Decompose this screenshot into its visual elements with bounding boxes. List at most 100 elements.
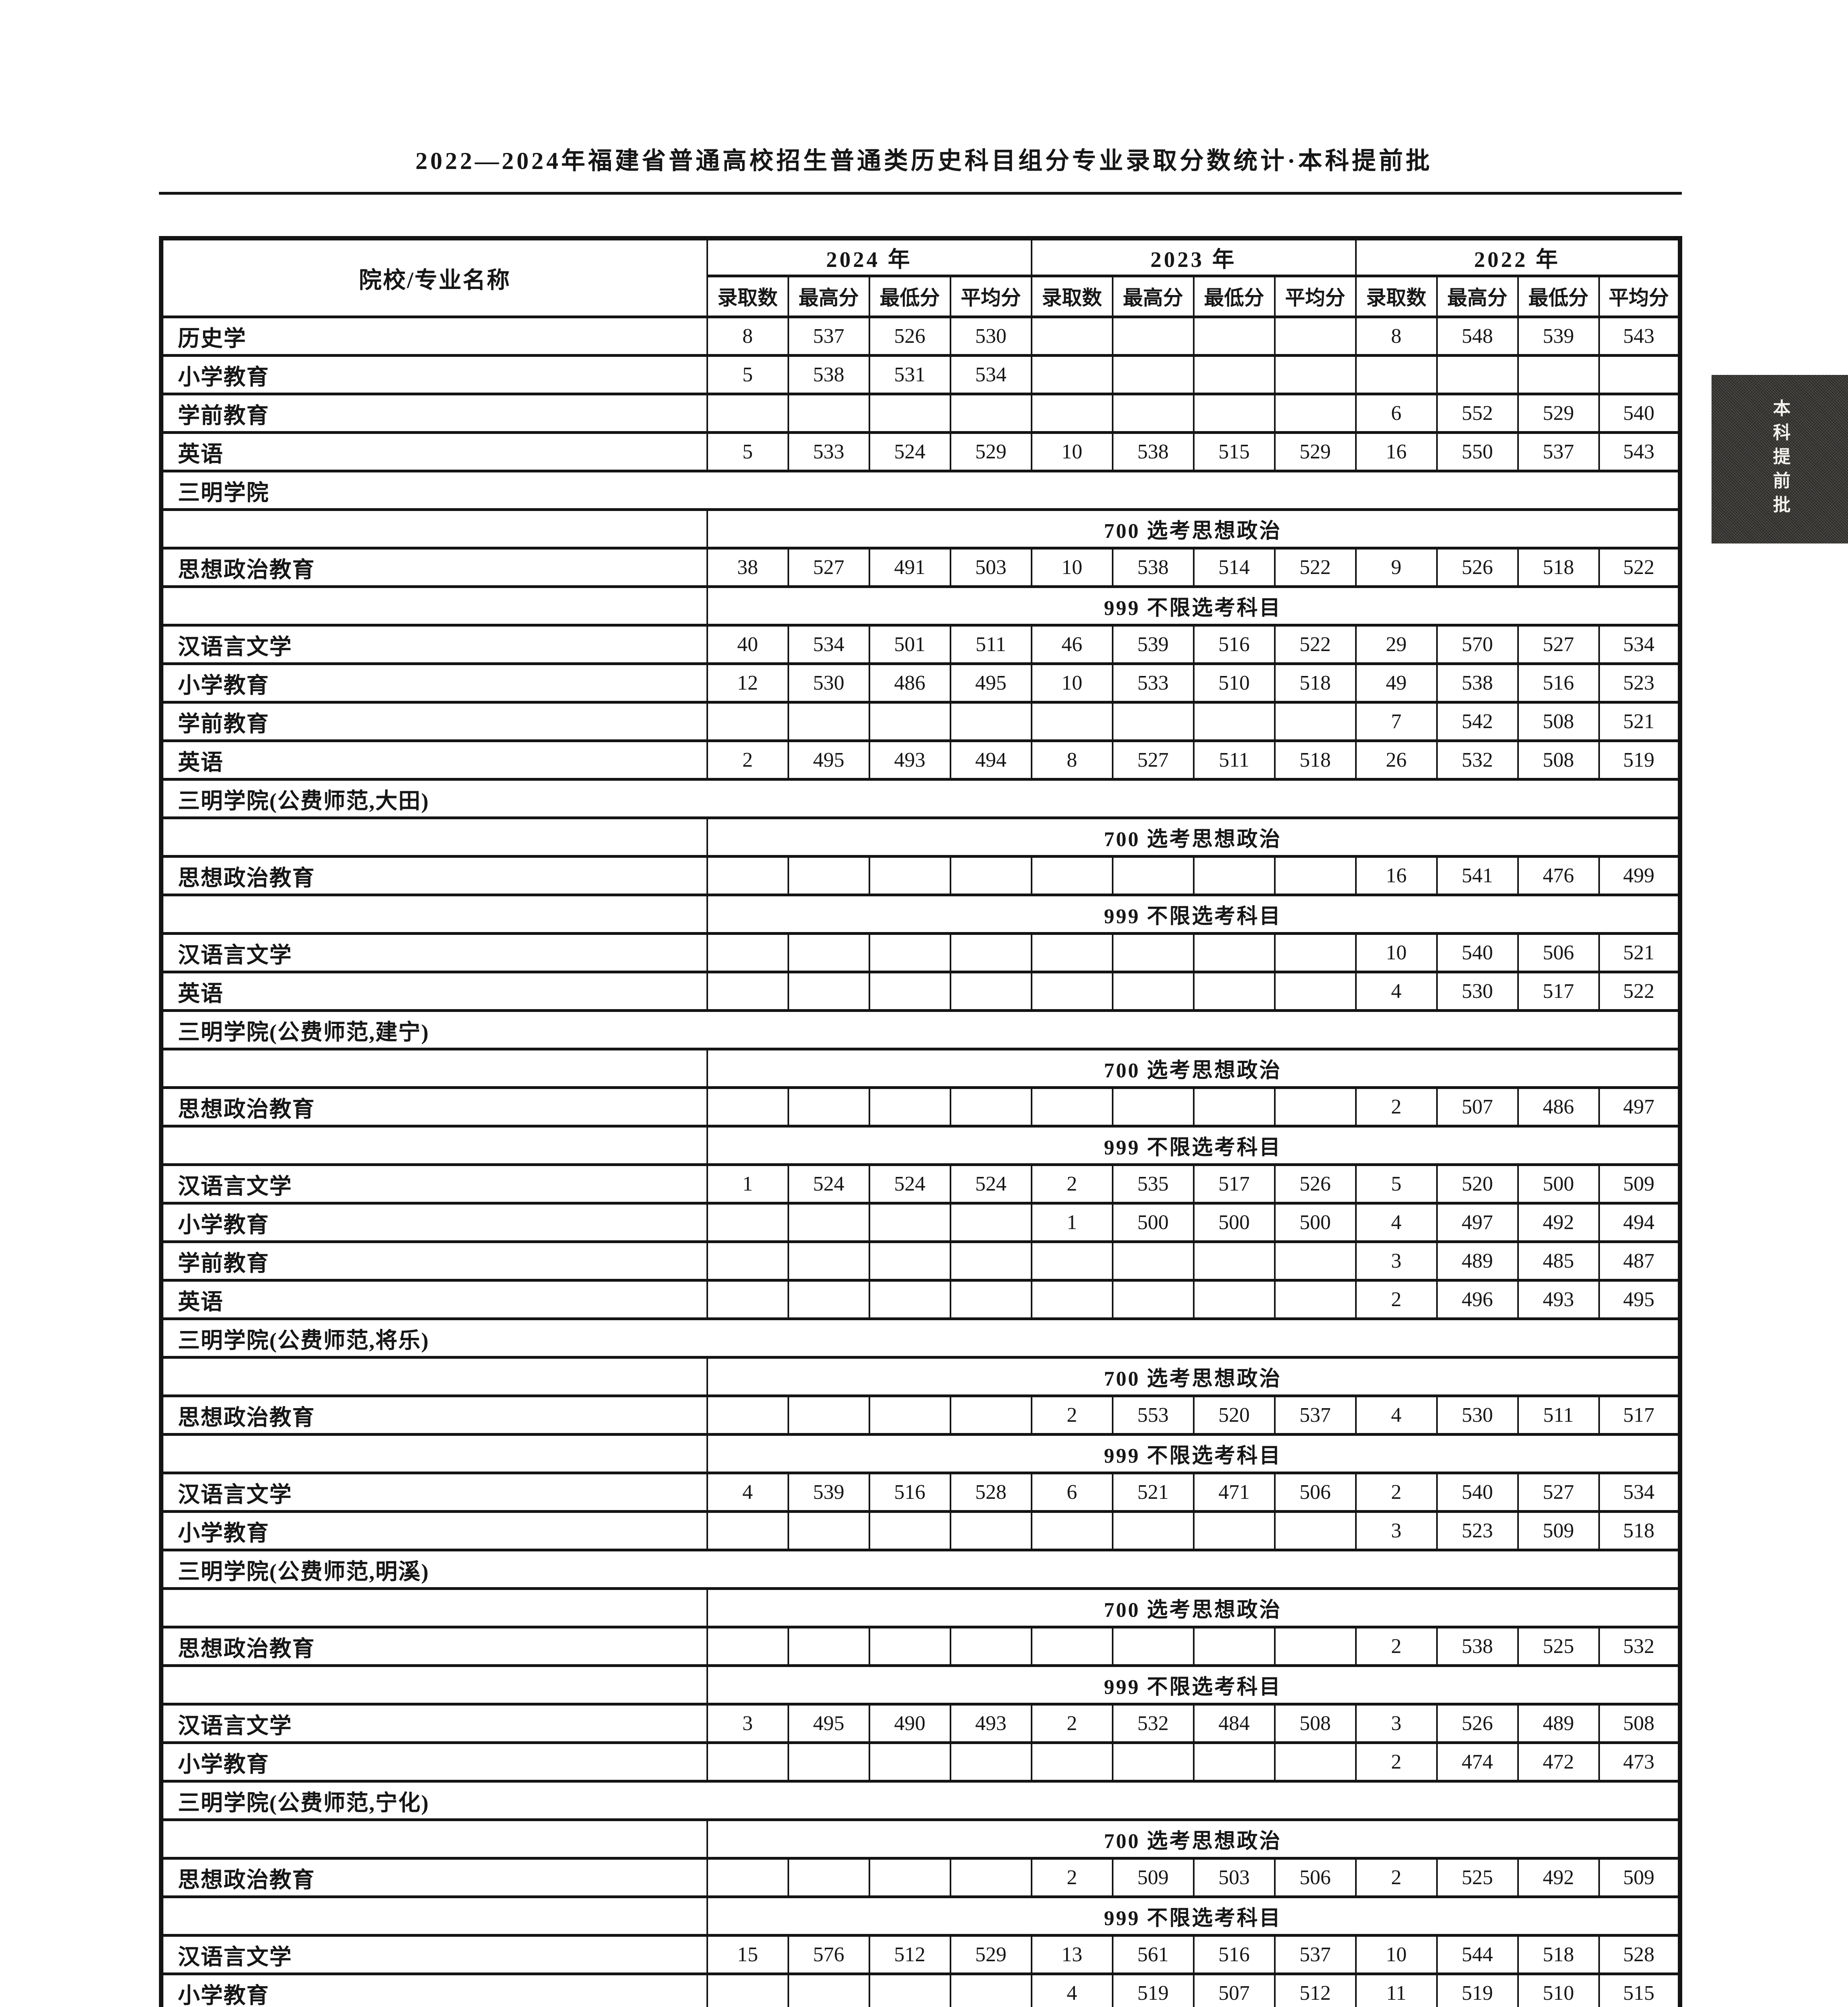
score-cell: 534: [1598, 1472, 1681, 1513]
empty-cell: [160, 1125, 708, 1166]
score-cell: 522: [1598, 971, 1681, 1012]
score-cell: 500: [1274, 1202, 1357, 1243]
score-cell: 10: [1355, 932, 1438, 973]
score-cell: 472: [1517, 1741, 1600, 1783]
empty-cell: [160, 1818, 708, 1860]
score-cell: [949, 1086, 1032, 1128]
score-cell: [1274, 354, 1357, 395]
score-cell: 493: [868, 739, 951, 781]
score-cell: [1111, 701, 1195, 742]
score-cell: 516: [1517, 662, 1600, 704]
score-cell: [706, 1086, 789, 1128]
table-row: 汉语言文学 40 534 501 511 46 539 516 522 29 570 527 534: [160, 624, 1681, 665]
score-cell: 529: [1517, 393, 1600, 434]
subject-requirement-row: 999 不限选考科目: [160, 1433, 1681, 1474]
score-cell: 489: [1436, 1240, 1519, 1282]
score-cell: 528: [1598, 1934, 1681, 1975]
score-cell: [1274, 393, 1357, 434]
score-cell: 518: [1517, 1934, 1600, 1975]
score-cell: [949, 393, 1032, 434]
score-cell: 4: [706, 1472, 789, 1513]
score-cell: 523: [1598, 662, 1681, 704]
score-cell: [949, 1279, 1032, 1320]
score-cell: 512: [1274, 1972, 1357, 2007]
score-cell: 532: [1598, 1626, 1681, 1667]
score-cell: 492: [1517, 1202, 1600, 1243]
score-cell: 2: [1355, 1741, 1438, 1783]
score-cell: [787, 1086, 870, 1128]
subject-requirement-row: 700 选考思想政治: [160, 1587, 1681, 1628]
header-year-2023: 2023 年: [1030, 237, 1357, 277]
score-cell: 522: [1598, 547, 1681, 588]
subject-requirement-label: 999 不限选考科目: [706, 1125, 1681, 1166]
major-name: 小学教育: [160, 1202, 708, 1243]
score-cell: 503: [949, 547, 1032, 588]
score-cell: 510: [1517, 1972, 1600, 2007]
major-name: 英语: [160, 431, 708, 472]
score-cell: [868, 1626, 951, 1667]
score-cell: 489: [1517, 1703, 1600, 1744]
table-row: 英语 2 495 493 494 8 527 511 518 26 532 508 519: [160, 739, 1681, 781]
table-row: 汉语言文学 10 540 506 521: [160, 932, 1681, 973]
score-cell: [949, 1626, 1032, 1667]
score-cell: 529: [949, 1934, 1032, 1975]
header-admit-count: 录取数: [1030, 274, 1113, 319]
header-year-2022: 2022 年: [1355, 237, 1681, 277]
score-cell: 534: [787, 624, 870, 665]
score-cell: [1193, 1510, 1276, 1551]
table-row: 思想政治教育 2 538 525 532: [160, 1626, 1681, 1667]
score-cell: 6: [1355, 393, 1438, 434]
score-cell: [868, 1857, 951, 1898]
score-cell: 553: [1111, 1394, 1195, 1436]
score-cell: [1274, 1741, 1357, 1783]
score-cell: 2: [1030, 1703, 1113, 1744]
score-cell: [706, 1626, 789, 1667]
table-row: 汉语言文学 1 524 524 524 2 535 517 526 5 520 500 509: [160, 1163, 1681, 1205]
score-cell: [787, 971, 870, 1012]
score-cell: [868, 1741, 951, 1783]
score-cell: 527: [1517, 624, 1600, 665]
score-cell: 5: [706, 354, 789, 395]
empty-cell: [160, 1433, 708, 1474]
score-cell: [1274, 1086, 1357, 1128]
major-name: 学前教育: [160, 701, 708, 742]
table-row: 学前教育 3 489 485 487: [160, 1240, 1681, 1282]
score-cell: [1111, 316, 1195, 357]
score-cell: 519: [1111, 1972, 1195, 2007]
score-cell: 507: [1193, 1972, 1276, 2007]
section-row: 三明学院(公费师范,大田): [160, 778, 1681, 819]
score-cell: [1030, 1240, 1113, 1282]
section-row: 三明学院(公费师范,宁化): [160, 1780, 1681, 1821]
score-cell: 540: [1598, 393, 1681, 434]
header-max-score: 最高分: [1436, 274, 1519, 319]
table-row: 小学教育 3 523 509 518: [160, 1510, 1681, 1551]
score-cell: [1274, 1279, 1357, 1320]
major-name: 小学教育: [160, 662, 708, 704]
score-cell: [1193, 932, 1276, 973]
score-cell: 541: [1436, 855, 1519, 896]
score-cell: [1111, 1279, 1195, 1320]
score-cell: [1274, 932, 1357, 973]
score-cell: 530: [787, 662, 870, 704]
score-cell: 538: [1436, 1626, 1519, 1667]
score-cell: 506: [1274, 1857, 1357, 1898]
header-avg-score: 平均分: [949, 274, 1032, 319]
side-tab-label: 本科提前批: [1770, 399, 1790, 519]
section-row: 三明学院(公费师范,建宁): [160, 1009, 1681, 1050]
score-cell: [787, 1202, 870, 1243]
score-cell: [1111, 1086, 1195, 1128]
score-cell: 3: [1355, 1703, 1438, 1744]
major-name: 汉语言文学: [160, 932, 708, 973]
score-cell: 525: [1436, 1857, 1519, 1898]
score-cell: [1111, 1510, 1195, 1551]
score-cell: 514: [1193, 547, 1276, 588]
score-cell: [949, 1202, 1032, 1243]
score-cell: 521: [1598, 932, 1681, 973]
score-cell: [787, 1240, 870, 1282]
score-cell: [706, 932, 789, 973]
table-row: 英语 5 533 524 529 10 538 515 529 16 550 537 543: [160, 431, 1681, 472]
score-cell: 535: [1111, 1163, 1195, 1205]
score-cell: 511: [1517, 1394, 1600, 1436]
major-name: 小学教育: [160, 354, 708, 395]
empty-cell: [160, 585, 708, 627]
